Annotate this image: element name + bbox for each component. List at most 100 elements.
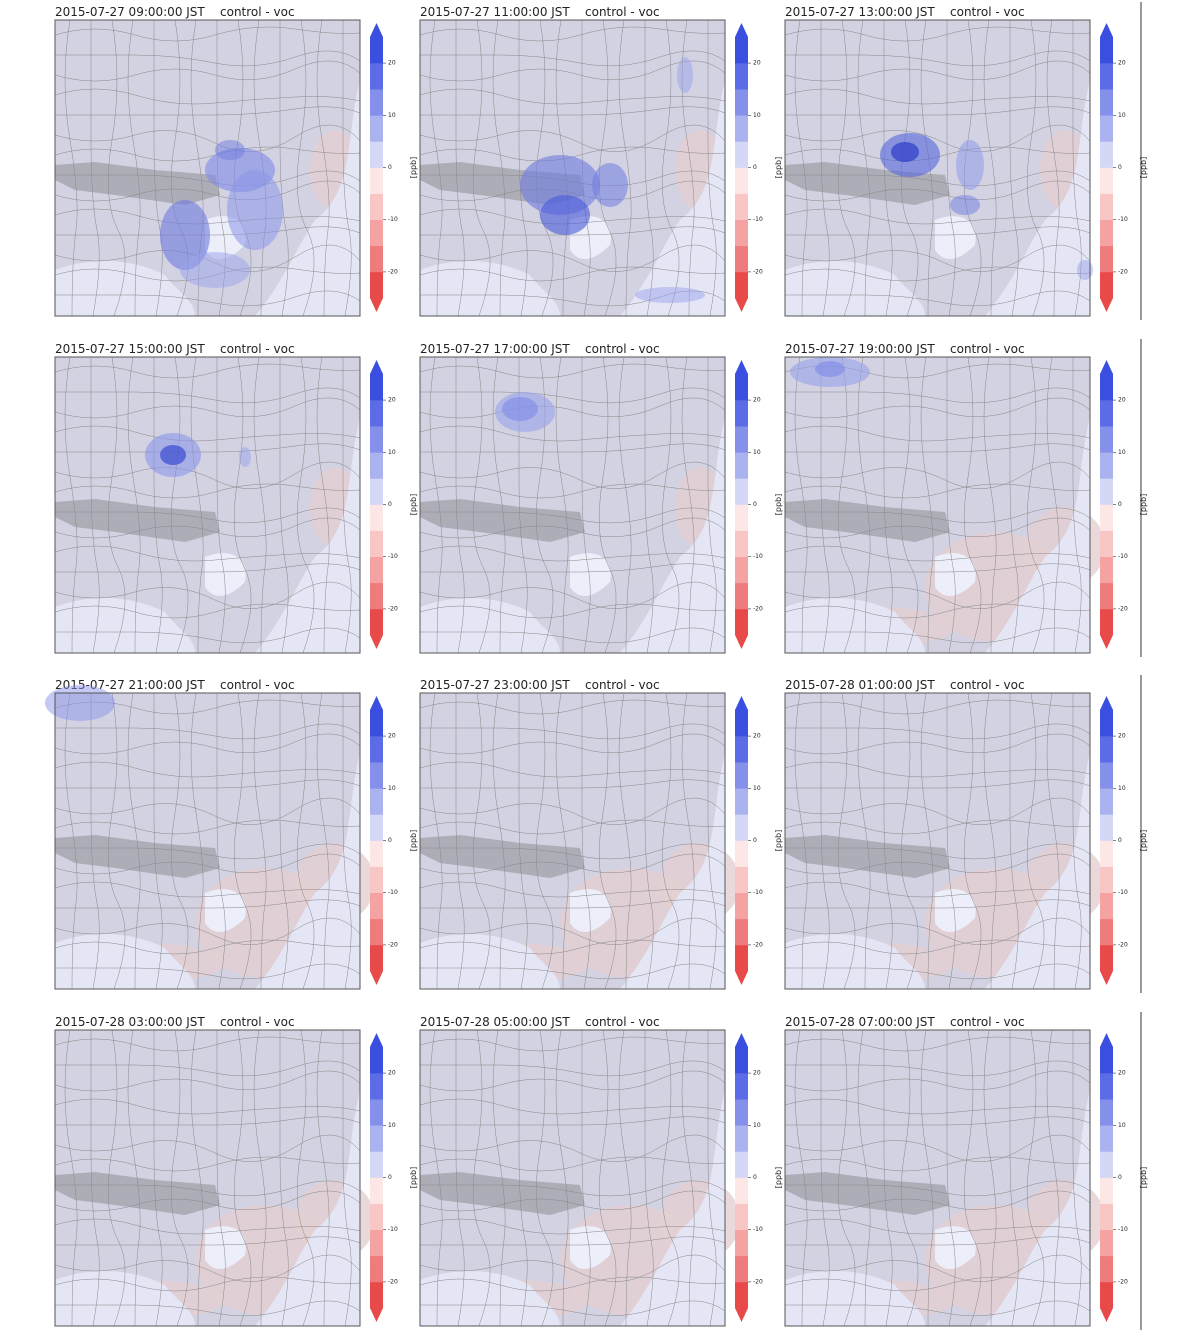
colorbar-tick-label: 10 <box>753 112 761 119</box>
boundary <box>419 1098 726 1115</box>
boundary <box>472 692 491 990</box>
colorbar-tick-label: 20 <box>1118 1070 1126 1077</box>
boundary <box>857 692 871 990</box>
colorbar-band <box>1100 426 1113 453</box>
boundary <box>1026 356 1045 654</box>
ocean <box>985 753 1090 989</box>
map-frame <box>54 356 361 654</box>
colorbar-band <box>1100 400 1113 427</box>
boundary <box>785 1060 1091 1077</box>
colorbar-band <box>1100 1151 1113 1178</box>
colorbar-band <box>735 582 748 610</box>
colorbar-tick-label: -10 <box>388 216 398 223</box>
boundary <box>946 693 956 990</box>
boundary <box>419 244 726 272</box>
boundary <box>820 693 830 990</box>
boundary <box>429 692 443 990</box>
boundary <box>419 603 726 619</box>
boundary <box>420 1236 726 1246</box>
boundary <box>1072 357 1082 654</box>
boundary <box>342 693 352 990</box>
colorbar-extend-bottom <box>1100 298 1113 312</box>
colorbar-band <box>1100 167 1113 194</box>
boundary <box>64 356 78 654</box>
boundary <box>794 356 808 654</box>
colorbar-tick-label: -20 <box>388 941 398 948</box>
boundary <box>107 1029 126 1327</box>
colorbar-extend-bottom <box>1100 635 1113 649</box>
map-frame <box>784 356 1091 654</box>
colorbar-band <box>1100 1229 1113 1257</box>
colorbar-band <box>370 1099 383 1126</box>
boundary <box>90 1030 100 1327</box>
boundary <box>784 266 1091 282</box>
boundary <box>983 1029 997 1327</box>
colorbar-band <box>370 504 383 531</box>
colorbar-band <box>735 1281 748 1309</box>
tokyo <box>420 499 585 542</box>
boundary <box>455 693 465 990</box>
boundary <box>54 26 361 42</box>
boundary <box>784 761 1091 778</box>
boundary <box>55 50 361 67</box>
plume <box>502 397 538 421</box>
boundary <box>644 1030 654 1327</box>
tokyo <box>55 499 220 542</box>
boundary <box>900 356 919 654</box>
colorbar-band <box>370 1281 383 1309</box>
colorbar-extend-bottom <box>370 1308 383 1322</box>
colorbar-tick-label: 0 <box>753 164 757 171</box>
panel-run: control - voc <box>220 678 295 692</box>
boundary <box>784 244 1091 272</box>
boundary <box>419 124 726 152</box>
colorbar-tick-label: -10 <box>753 553 763 560</box>
boundary <box>785 387 1091 404</box>
colorbar-band <box>370 1203 383 1230</box>
boundary <box>900 1029 919 1327</box>
boundary <box>420 563 726 573</box>
bay <box>935 1226 976 1270</box>
panel-time: 2015-07-27 13:00:00 JST <box>785 5 935 19</box>
boundary <box>54 881 361 898</box>
colorbar-band <box>735 400 748 427</box>
boundary <box>784 88 1091 105</box>
colorbar-band <box>370 193 383 220</box>
boundary <box>598 692 617 990</box>
colorbar-band <box>370 608 383 636</box>
boundary <box>419 1156 726 1172</box>
boundary <box>419 627 726 644</box>
colorbar-band <box>1100 1073 1113 1100</box>
boundary <box>54 853 361 875</box>
boundary <box>64 692 78 990</box>
boundary <box>419 939 726 955</box>
boundary <box>555 692 569 990</box>
boundary <box>707 693 717 990</box>
boundary <box>55 843 361 860</box>
tokyo <box>420 1172 585 1215</box>
colorbar-band <box>370 89 383 116</box>
colorbar-band <box>1100 219 1113 247</box>
tokyo <box>420 835 585 878</box>
boundary <box>1026 1029 1045 1327</box>
colorbar-band <box>735 866 748 893</box>
ocean <box>620 753 725 989</box>
colorbar-band <box>1100 245 1113 273</box>
boundary <box>419 545 726 562</box>
colorbar-band <box>370 1073 383 1100</box>
colorbar-label: [ppb] <box>409 494 418 515</box>
colorbar-extend-bottom <box>735 298 748 312</box>
boundary <box>784 797 1091 825</box>
colorbar-tick-label: 10 <box>1118 1122 1126 1129</box>
colorbar-band <box>1100 840 1113 867</box>
colorbar-tick-label: 10 <box>388 1122 396 1129</box>
plume <box>1077 260 1093 280</box>
boundary <box>707 357 717 654</box>
boundary <box>296 19 315 317</box>
colorbar-tick-label: 0 <box>388 837 392 844</box>
colorbar-band <box>1100 582 1113 610</box>
colorbar-band <box>735 115 748 142</box>
panel-run: control - voc <box>950 342 1025 356</box>
boundary <box>253 692 267 990</box>
colorbar-tick-label: 20 <box>388 397 396 404</box>
boundary <box>598 356 617 654</box>
